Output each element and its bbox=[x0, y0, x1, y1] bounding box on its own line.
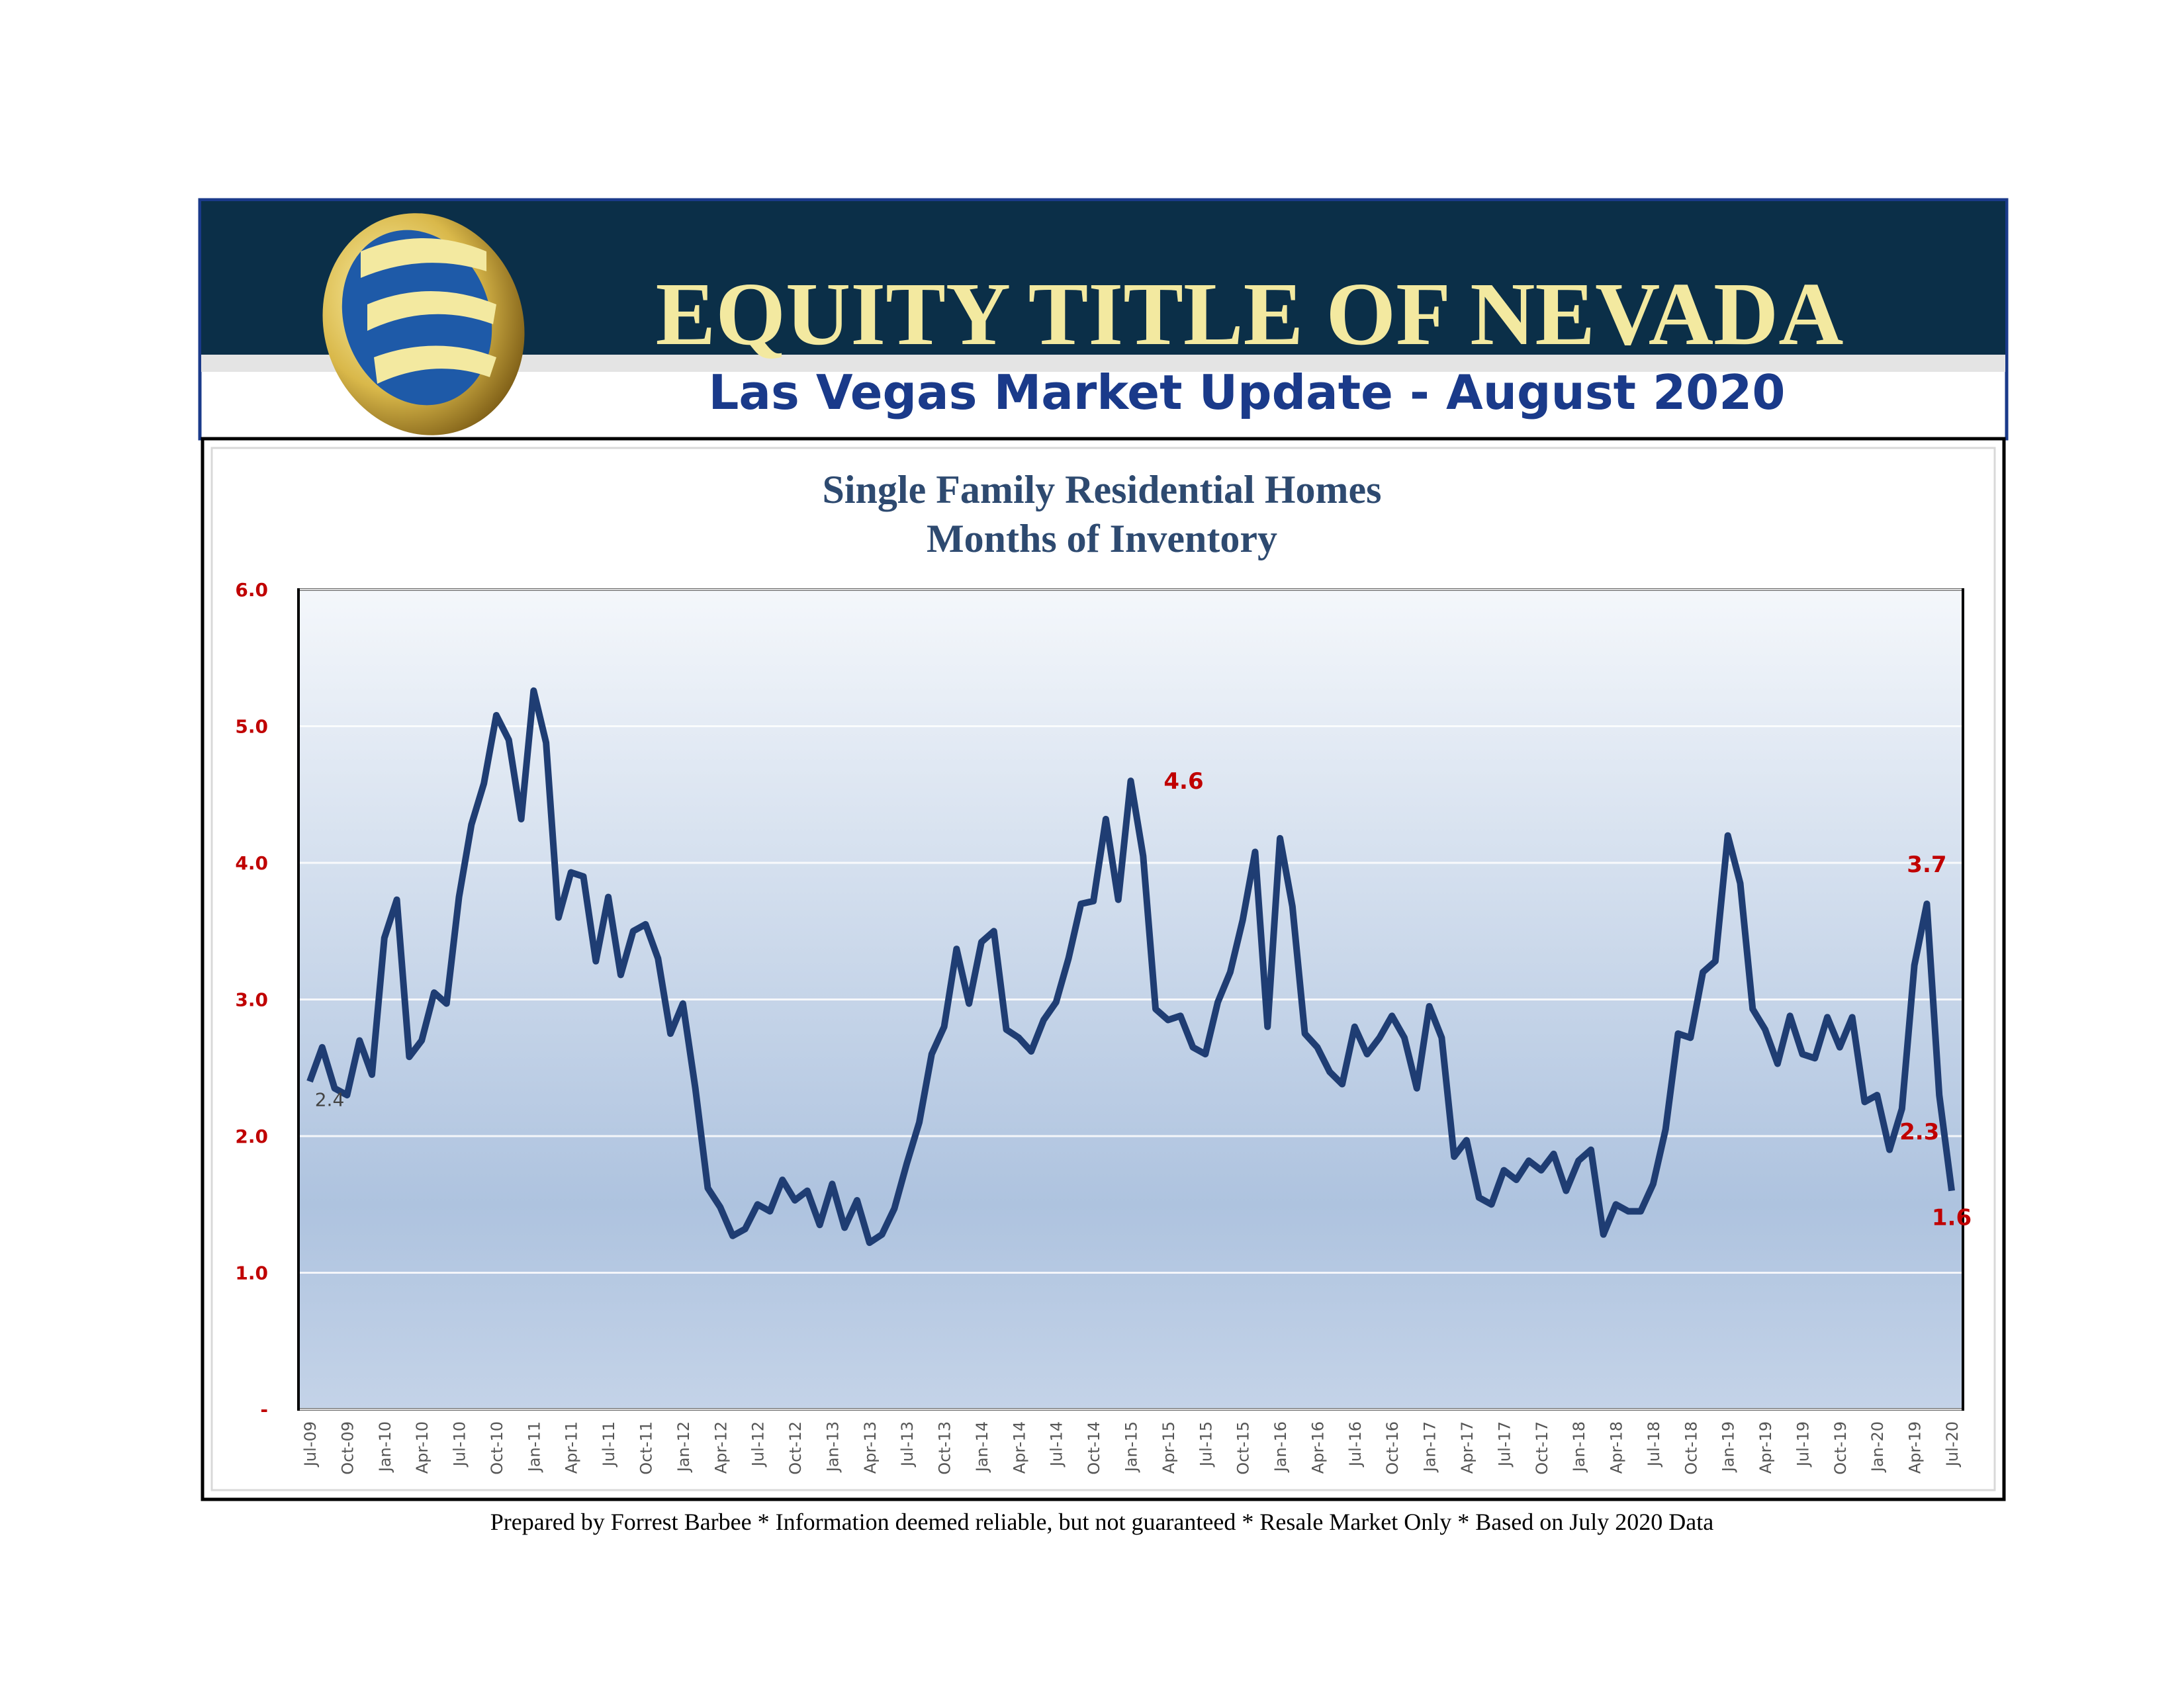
y-tick-label: 5.0 bbox=[235, 716, 268, 738]
header-title: EQUITY TITLE OF NEVADA bbox=[656, 265, 1844, 364]
x-tick-label: Jan-14 bbox=[973, 1421, 991, 1473]
x-tick-label: Jan-10 bbox=[376, 1421, 394, 1473]
x-tick-label: Jan-20 bbox=[1868, 1421, 1887, 1473]
chart-title: Months of Inventory bbox=[927, 517, 1277, 560]
footer: Prepared by Forrest Barbee * Information… bbox=[490, 1509, 1713, 1535]
y-tick-label: 6.0 bbox=[235, 579, 268, 601]
x-tick-label: Oct-19 bbox=[1831, 1421, 1850, 1475]
x-tick-label: Oct-10 bbox=[488, 1421, 506, 1475]
x-tick-label: Oct-14 bbox=[1085, 1421, 1103, 1475]
x-tick-label: Jan-18 bbox=[1570, 1421, 1588, 1473]
x-tick-label: Jan-11 bbox=[525, 1421, 543, 1473]
y-tick-label: 2.0 bbox=[235, 1126, 268, 1147]
data-line bbox=[306, 687, 1955, 1247]
header-subtitle: Las Vegas Market Update - August 2020 bbox=[709, 365, 1786, 420]
data-label: 2.3 bbox=[1899, 1119, 1939, 1145]
x-tick-label: Oct-15 bbox=[1234, 1421, 1253, 1475]
x-tick-label: Apr-11 bbox=[563, 1421, 581, 1474]
data-label: 4.6 bbox=[1163, 768, 1203, 795]
data-label: 1.6 bbox=[1932, 1205, 1972, 1231]
x-tick-label: Oct-09 bbox=[338, 1421, 357, 1475]
x-tick-label: Jul-12 bbox=[749, 1421, 768, 1468]
chart-title: Single Family Residential Homes bbox=[823, 468, 1382, 511]
y-tick-label: 1.0 bbox=[235, 1262, 268, 1284]
y-tick-label: - bbox=[260, 1399, 268, 1421]
data-label: 3.7 bbox=[1907, 852, 1946, 878]
x-tick-label: Jul-11 bbox=[600, 1421, 618, 1468]
chart-inner-frame bbox=[210, 447, 1996, 1491]
y-tick-label: 3.0 bbox=[235, 989, 268, 1011]
x-tick-label: Jan-15 bbox=[1122, 1421, 1141, 1473]
x-tick-label: Oct-13 bbox=[936, 1421, 954, 1475]
x-tick-label: Apr-19 bbox=[1756, 1421, 1775, 1474]
x-tick-label: Oct-16 bbox=[1383, 1421, 1402, 1475]
x-tick-label: Apr-12 bbox=[711, 1421, 730, 1474]
x-tick-label: Apr-13 bbox=[861, 1421, 880, 1474]
x-tick-label: Oct-18 bbox=[1682, 1421, 1700, 1475]
x-tick-label: Jan-12 bbox=[674, 1421, 693, 1473]
x-tick-label: Jul-16 bbox=[1346, 1421, 1365, 1468]
x-tick-label: Apr-17 bbox=[1458, 1421, 1477, 1474]
x-tick-label: Oct-11 bbox=[637, 1421, 655, 1475]
x-tick-label: Apr-16 bbox=[1308, 1421, 1327, 1474]
y-tick-label: 4.0 bbox=[235, 852, 268, 874]
x-tick-label: Jan-13 bbox=[823, 1421, 842, 1473]
x-tick-label: Jan-19 bbox=[1719, 1421, 1738, 1473]
x-tick-label: Jul-09 bbox=[301, 1421, 320, 1468]
x-tick-label: Jan-16 bbox=[1271, 1421, 1290, 1473]
x-tick-label: Jul-20 bbox=[1943, 1421, 1962, 1468]
logo bbox=[322, 213, 525, 435]
x-tick-label: Jul-14 bbox=[1048, 1421, 1066, 1468]
x-tick-label: Jul-13 bbox=[898, 1421, 917, 1468]
x-tick-label: Jan-17 bbox=[1421, 1421, 1439, 1473]
x-tick-label: Jul-10 bbox=[451, 1421, 469, 1468]
x-tick-label: Oct-12 bbox=[786, 1421, 805, 1475]
x-tick-label: Apr-10 bbox=[413, 1421, 432, 1474]
x-tick-label: Oct-17 bbox=[1533, 1421, 1551, 1475]
x-tick-label: Jul-19 bbox=[1794, 1421, 1812, 1468]
x-tick-label: Apr-15 bbox=[1160, 1421, 1178, 1474]
x-tick-label: Jul-15 bbox=[1197, 1421, 1215, 1468]
x-tick-label: Apr-14 bbox=[1010, 1421, 1028, 1474]
x-tick-label: Jul-17 bbox=[1495, 1421, 1514, 1468]
data-label: 2.4 bbox=[315, 1088, 345, 1110]
x-tick-label: Apr-19 bbox=[1906, 1421, 1925, 1474]
x-tick-label: Apr-18 bbox=[1608, 1421, 1626, 1474]
x-tick-label: Jul-18 bbox=[1645, 1421, 1663, 1468]
